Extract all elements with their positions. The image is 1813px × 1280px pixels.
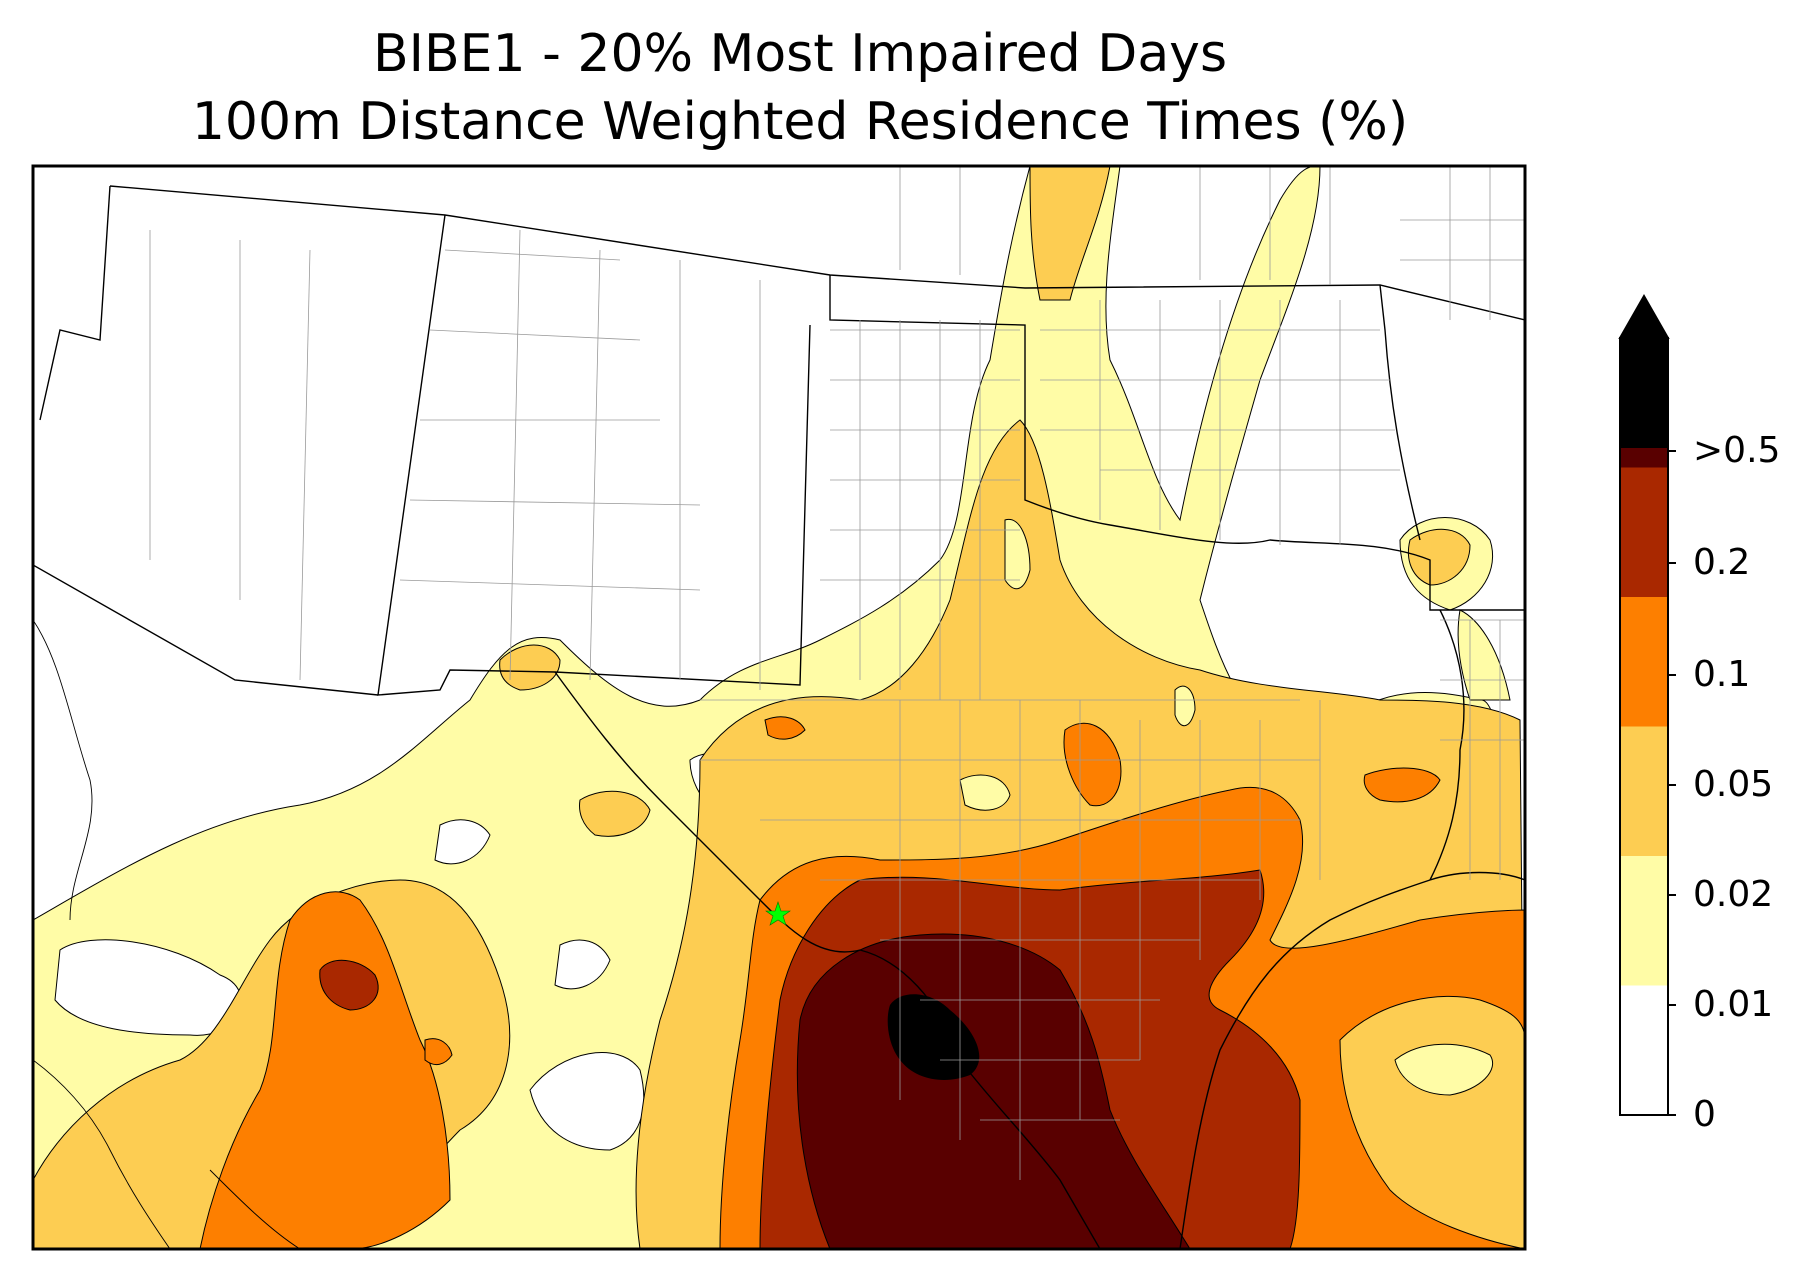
colorbar-tick-label: 0.01: [1693, 984, 1774, 1025]
colorbar-outline: [1619, 337, 1669, 1116]
coastline: [33, 619, 301, 1249]
contour-gulf-yellow: [1394, 1043, 1493, 1096]
colorbar-tick-label: >0.5: [1693, 430, 1781, 471]
colorbar-segment: [1620, 338, 1668, 448]
colorbar-tick-label: 0: [1693, 1094, 1716, 1135]
contour-gold-holes: [959, 518, 1196, 811]
map-frame: [31, 164, 1527, 1251]
map-title: BIBE1 - 20% Most Impaired Days: [372, 24, 1228, 84]
residence-time-contours: [33, 166, 1525, 1249]
colorbar-segment: [1620, 726, 1668, 856]
state-boundaries: [33, 185, 1525, 1249]
colorbar-segment: [1620, 597, 1668, 727]
colorbar-tick-label: 0.2: [1693, 542, 1751, 583]
colorbar-extend-arrow: [1618, 293, 1670, 339]
colorbar-tick-label: 0.05: [1693, 764, 1774, 805]
receptor-star-icon: [765, 901, 791, 926]
colorbar-tick-label: 0.02: [1693, 874, 1774, 915]
colorbar: [1618, 293, 1676, 1116]
colorbar-segment: [1620, 467, 1668, 597]
contour-level-0.5: [887, 994, 980, 1080]
colorbar-segment: [1620, 985, 1668, 1115]
map-subtitle: 100m Distance Weighted Residence Times (…: [191, 92, 1409, 152]
county-lines: [149, 166, 1525, 1180]
colorbar-tick-label: 0.1: [1693, 654, 1751, 695]
colorbar-segment: [1620, 856, 1668, 986]
